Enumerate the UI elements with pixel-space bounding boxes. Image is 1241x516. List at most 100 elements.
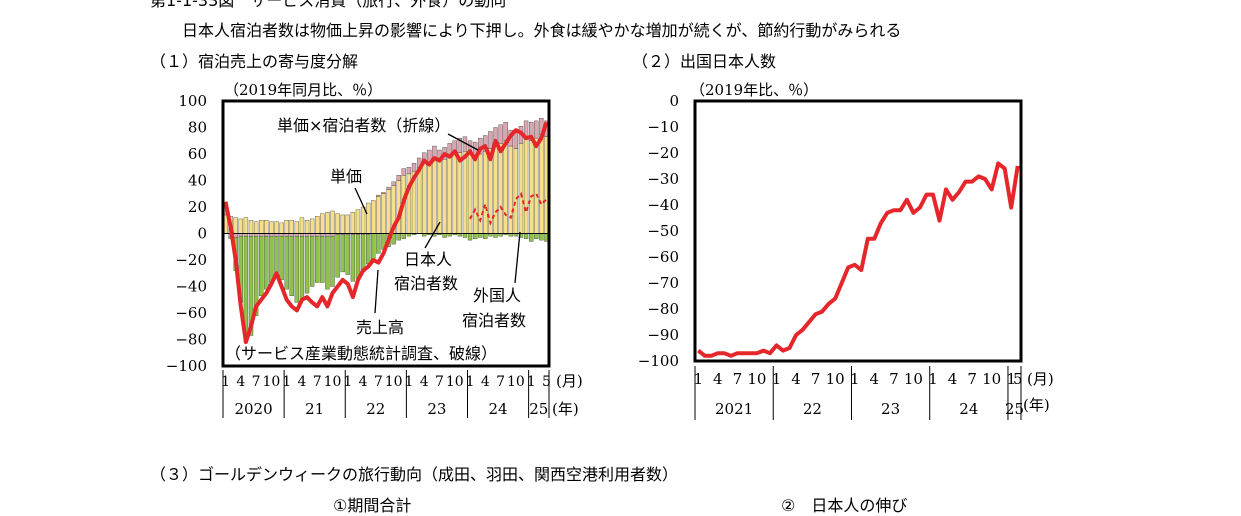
y-tick-label: −90 — [647, 326, 679, 344]
unit-price-bar — [371, 200, 376, 234]
y-tick-label: −70 — [647, 274, 679, 292]
y-tick-label: 80 — [188, 119, 207, 137]
unit-price-bar — [360, 206, 366, 234]
x-month-label: 1 — [282, 374, 291, 390]
foreign-guests-bar — [386, 186, 391, 190]
japanese-guests-bar — [320, 235, 325, 283]
foreign-guests-bar — [488, 131, 493, 149]
unit-price-bar — [294, 221, 300, 234]
y-tick-label: −100 — [638, 352, 679, 370]
x-month-label: 4 — [359, 374, 368, 390]
japanese-guests-bar — [248, 235, 254, 336]
unit-price-bar — [355, 209, 361, 234]
annotation-japanese-2: 宿泊者数 — [394, 274, 458, 293]
unit-price-bar — [253, 221, 259, 234]
unit-price-bar — [503, 140, 508, 234]
x-month-label: 1 — [693, 370, 703, 388]
unit-price-bar — [243, 217, 249, 234]
x-unit-month: (月) — [556, 372, 583, 390]
japanese-guests-bar — [534, 233, 539, 239]
annotation-sales: 売上高 — [356, 318, 404, 337]
unit-price-bar — [472, 155, 478, 234]
y-tick-label: 0 — [669, 92, 679, 110]
x-year-label: 24 — [489, 400, 508, 418]
x-month-label: 1 — [466, 374, 475, 390]
x-month-label: 4 — [236, 374, 245, 390]
y-tick-label: 40 — [188, 172, 207, 190]
japanese-guests-bar — [350, 234, 356, 282]
japanese-guests-bar — [335, 234, 340, 278]
unit-price-bar — [289, 220, 294, 234]
japanese-guests-bar — [442, 233, 447, 238]
y-tick-label: −60 — [647, 248, 679, 266]
unit-price-bar — [315, 216, 320, 234]
x-year-label: 24 — [959, 400, 978, 418]
unit-price-bar — [325, 212, 330, 234]
panel2-title: （２）出国日本人数 — [632, 52, 777, 71]
unit-price-bar — [238, 218, 243, 234]
y-tick-label: −80 — [647, 300, 679, 318]
y-tick-label: −60 — [175, 304, 207, 322]
unit-price-bar — [416, 167, 422, 234]
japanese-guests-bar — [360, 234, 366, 273]
x-year-label: 25 — [1005, 400, 1024, 418]
x-unit-month: (月) — [1027, 370, 1054, 388]
unit-price-bar — [376, 196, 381, 234]
y-tick-label: −80 — [175, 331, 207, 349]
foreign-guests-bar — [411, 163, 417, 172]
panel3-title: （３）ゴールデンウィークの旅行動向（成田、羽田、関西空港利用者数） — [150, 465, 679, 484]
unit-price-bar — [259, 220, 264, 234]
y-tick-label: 20 — [188, 198, 207, 216]
japanese-guests-bar — [274, 235, 279, 277]
x-unit-year: (年) — [1023, 396, 1050, 414]
japanese-guests-bar — [294, 235, 300, 303]
x-year-label: 22 — [366, 400, 385, 418]
unit-price-bar — [274, 221, 279, 234]
japanese-guests-bar — [253, 235, 259, 316]
y-tick-label: −100 — [166, 357, 207, 375]
annotation-arrow — [514, 231, 521, 284]
x-month-label: 1 — [404, 374, 413, 390]
x-month-label: 10 — [982, 370, 1001, 388]
foreign-guests-bar — [513, 132, 519, 149]
x-month-label: 7 — [435, 374, 444, 390]
japanese-guests-bar — [523, 233, 529, 239]
x-month-label: 1 — [1006, 370, 1016, 388]
x-month-label: 10 — [507, 374, 525, 390]
japanese-guests-bar — [264, 235, 269, 290]
annotation-foreign-1: 外国人 — [473, 286, 521, 305]
unit-price-bar — [304, 220, 310, 234]
x-month-label: 10 — [826, 370, 845, 388]
japanese-guests-bar — [467, 233, 473, 241]
unit-price-bar — [432, 157, 437, 234]
x-month-label: 7 — [811, 370, 821, 388]
x-month-label: 10 — [262, 374, 280, 390]
unit-price-bar — [264, 220, 269, 234]
japanese-guests-bar — [355, 234, 361, 279]
x-month-label: 7 — [967, 370, 977, 388]
unit-price-bar — [279, 222, 284, 234]
japanese-guests-bar — [309, 235, 315, 287]
foreign-guests-bar — [233, 233, 238, 238]
japanese-guests-bar — [289, 235, 294, 296]
annotation-arrow — [447, 133, 479, 151]
x-month-label: 1 — [527, 374, 536, 390]
x-year-label: 21 — [305, 400, 324, 418]
unit-note: （2019年同月比、％） — [224, 81, 382, 99]
foreign-guests-bar — [534, 120, 539, 139]
x-year-label: 2021 — [715, 400, 753, 418]
x-month-label: 7 — [374, 374, 383, 390]
x-month-label: 7 — [252, 374, 261, 390]
unit-price-bar — [457, 152, 463, 234]
japanese-guests-bar — [279, 235, 284, 281]
unit-note: （2019年比、％） — [690, 81, 818, 99]
japanese-guests-bar — [315, 235, 320, 283]
x-year-label: 23 — [881, 400, 900, 418]
x-month-label: 4 — [481, 374, 490, 390]
x-month-label: 4 — [870, 370, 880, 388]
japanese-guests-bar — [269, 235, 274, 283]
unit-price-bar — [330, 210, 335, 234]
japanese-guests-bar — [493, 233, 498, 238]
japanese-guests-bar — [259, 235, 264, 296]
sales-dashed-line — [469, 191, 548, 226]
